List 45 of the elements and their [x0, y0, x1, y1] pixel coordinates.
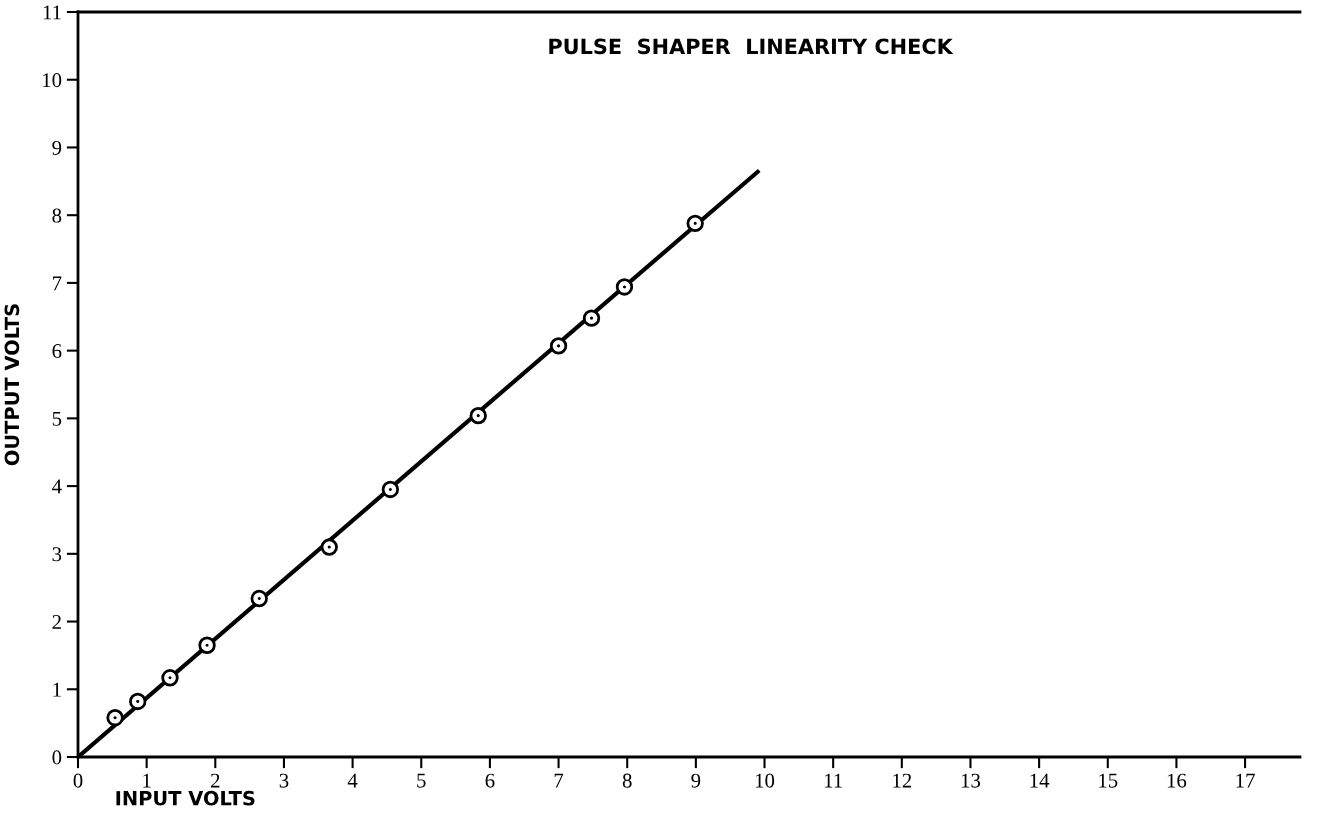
y-tick-label: 10 [43, 73, 62, 88]
y-tick-label: 8 [52, 208, 62, 223]
x-tick-label: 15 [1099, 773, 1118, 788]
x-tick-label: 9 [691, 773, 701, 788]
x-tick-label: 17 [1236, 773, 1255, 788]
y-axis-title: OUTPUT VOLTS [4, 304, 20, 466]
point [549, 337, 568, 355]
x-axis-title: INPUT VOLTS [116, 790, 255, 806]
y-tick-label: 2 [52, 614, 61, 629]
x-tick-label: 7 [554, 773, 564, 788]
point [381, 480, 400, 499]
y-tick-label: 5 [52, 411, 62, 426]
point [129, 692, 147, 711]
y-tick-label: 1 [53, 682, 61, 697]
point [469, 406, 487, 425]
point [106, 709, 124, 727]
point [686, 214, 704, 232]
x-tick-label: 1 [143, 773, 151, 788]
x-tick-label: 14 [1030, 773, 1050, 788]
x-tick-label: 10 [755, 773, 775, 788]
y-tick-label: 4 [52, 479, 62, 494]
x-tick-label: 8 [622, 773, 632, 788]
y-tick-label: 9 [52, 140, 62, 155]
y-tick-label: 6 [52, 344, 62, 359]
y-tick-label: 3 [52, 547, 62, 562]
x-tick-label: 16 [1167, 773, 1187, 788]
x-tick-label: 6 [485, 773, 495, 788]
y-tick-label: 7 [52, 276, 62, 291]
x-tick-label: 3 [279, 773, 289, 788]
x-tick-label: 2 [211, 773, 220, 788]
x-tick-label: 12 [893, 773, 912, 788]
text: PULSE SHAPER LINEARITY CHECK [549, 38, 954, 55]
x-tick-label: 0 [73, 773, 83, 788]
point [615, 278, 634, 296]
point [582, 309, 601, 327]
point [320, 538, 338, 556]
y-tick-label: 11 [43, 5, 61, 20]
x-tick-label: 11 [824, 773, 842, 788]
point [250, 589, 268, 608]
x-tick-label: 4 [347, 773, 358, 788]
point [161, 669, 179, 687]
x-tick-label: 13 [961, 773, 981, 788]
y-tick-label: 0 [52, 750, 62, 765]
point [198, 636, 216, 654]
x-tick-label: 5 [417, 773, 426, 788]
